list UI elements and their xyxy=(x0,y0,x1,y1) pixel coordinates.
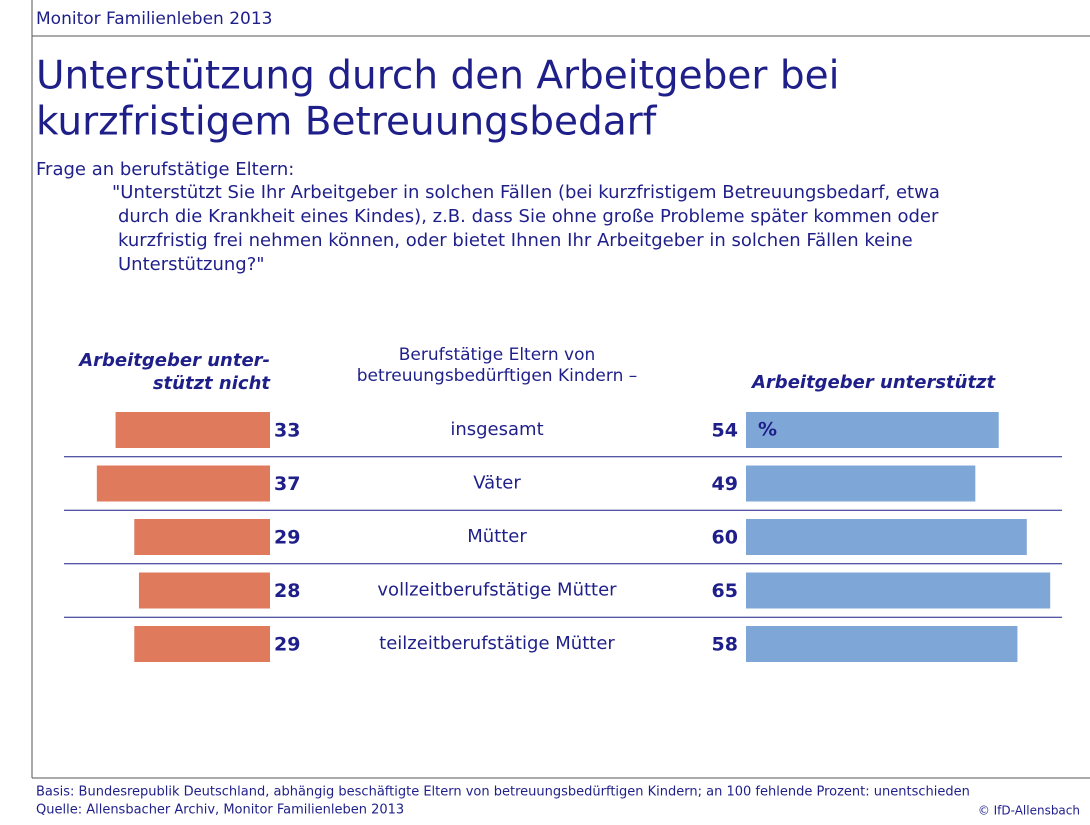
footnote: Basis: Bundesrepublik Deutschland, abhän… xyxy=(36,785,970,800)
question: kurzfristig frei nehmen können, oder bie… xyxy=(118,230,913,251)
category-label: Mütter xyxy=(467,526,527,547)
legend-left: Arbeitgeber unter- xyxy=(77,350,270,371)
value-label: 33 xyxy=(274,420,300,442)
value-label: 37 xyxy=(274,473,300,495)
legend-left: stützt nicht xyxy=(153,373,272,394)
value-label: 49 xyxy=(712,473,738,495)
bar-right xyxy=(746,626,1018,662)
value-label: 54 xyxy=(712,420,738,442)
category-header: Berufstätige Eltern von xyxy=(399,345,596,365)
question: Unterstützung?" xyxy=(118,254,265,275)
value-label: 29 xyxy=(274,634,300,656)
category-label: Väter xyxy=(473,473,521,494)
bar-right xyxy=(746,465,976,502)
bar-right xyxy=(746,412,999,448)
category-label: teilzeitberufstätige Mütter xyxy=(379,633,615,654)
bar-right xyxy=(746,519,1027,555)
chart-title: kurzfristigem Betreuungsbedarf xyxy=(36,100,658,145)
value-label: 29 xyxy=(274,527,300,549)
bar-left xyxy=(115,412,270,448)
legend-right: Arbeitgeber unterstützt xyxy=(750,372,997,393)
value-label: 28 xyxy=(274,580,300,602)
credit: © IfD-Allensbach xyxy=(978,804,1080,818)
footnote: Quelle: Allensbacher Archiv, Monitor Fam… xyxy=(36,803,404,818)
bar-left xyxy=(134,626,270,662)
question: durch die Krankheit eines Kindes), z.B. … xyxy=(118,206,939,227)
chart-title: Unterstützung durch den Arbeitgeber bei xyxy=(36,54,839,99)
question-intro: Frage an berufstätige Eltern: xyxy=(36,159,294,180)
question: "Unterstützt Sie Ihr Arbeitgeber in solc… xyxy=(112,182,940,203)
value-label: 65 xyxy=(712,580,738,602)
bar-left xyxy=(138,572,270,609)
value-label: 60 xyxy=(712,527,738,549)
category-label: insgesamt xyxy=(450,419,543,440)
category-header: betreuungsbedürftigen Kindern – xyxy=(357,366,638,386)
bar-left xyxy=(134,519,270,555)
header: Monitor Familienleben 2013 xyxy=(36,9,273,29)
category-label: vollzeitberufstätige Mütter xyxy=(377,580,617,601)
bar-right xyxy=(746,572,1051,609)
bar-left xyxy=(96,465,270,502)
unit-label: % xyxy=(758,419,777,441)
value-label: 58 xyxy=(712,634,738,656)
